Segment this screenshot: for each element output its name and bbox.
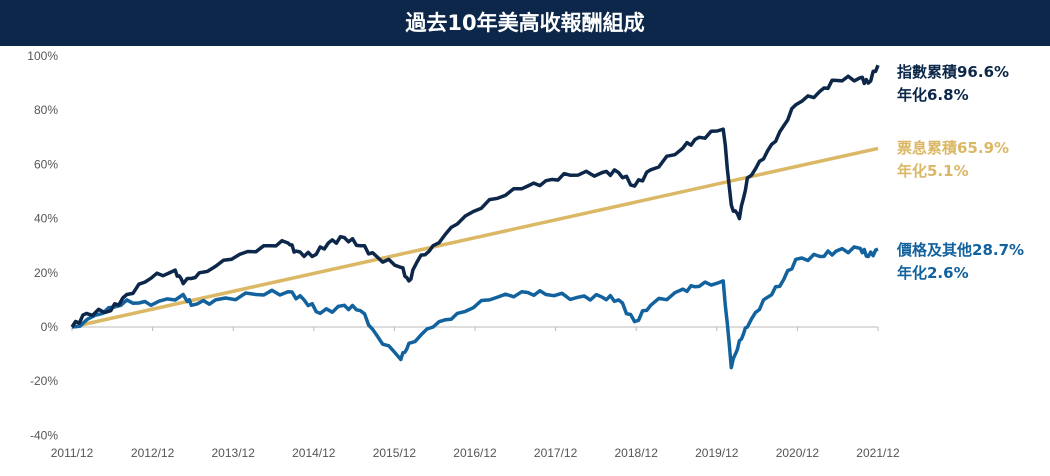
x-tick-label: 2019/12	[695, 446, 739, 460]
x-tick-label: 2013/12	[212, 446, 256, 460]
annotation-coupon: 票息累積65.9% 年化5.1%	[897, 137, 1009, 183]
x-tick-label: 2015/12	[373, 446, 417, 460]
annotation-price: 價格及其他28.7% 年化2.6%	[897, 239, 1024, 285]
series-line-price	[71, 245, 879, 370]
annotation-coupon-label: 票息累積65.9%	[897, 139, 1010, 157]
y-tick-label: -20%	[30, 374, 58, 388]
y-tick-label: 40%	[34, 212, 58, 226]
annotation-coupon-annualized: 年化5.1%	[897, 162, 969, 180]
annotation-price-annualized: 年化2.6%	[897, 264, 969, 282]
series-line-coupon	[71, 146, 879, 329]
x-tick-label: 2011/12	[51, 446, 94, 460]
annotation-total-annualized: 年化6.8%	[897, 86, 969, 104]
y-tick-label: 60%	[34, 157, 58, 171]
y-tick-label: 0%	[41, 320, 59, 334]
y-tick-label: 100%	[27, 49, 58, 63]
annotation-total: 指數累積96.6% 年化6.8%	[897, 61, 1009, 107]
x-tick-label: 2016/12	[453, 446, 497, 460]
x-tick-label: 2017/12	[534, 446, 578, 460]
chart-title: 過去10年美高收報酬組成	[0, 0, 1050, 46]
annotation-price-label: 價格及其他28.7%	[897, 241, 1025, 259]
series-line-total	[70, 64, 880, 328]
x-tick-label: 2021/12	[856, 446, 900, 460]
x-tick-label: 2014/12	[292, 446, 336, 460]
x-tick-label: 2020/12	[776, 446, 820, 460]
y-tick-label: -40%	[30, 428, 58, 442]
y-tick-label: 80%	[34, 103, 58, 117]
y-tick-label: 20%	[34, 266, 58, 280]
x-tick-label: 2012/12	[131, 446, 175, 460]
x-tick-label: 2018/12	[615, 446, 659, 460]
annotation-total-label: 指數累積96.6%	[897, 63, 1010, 81]
